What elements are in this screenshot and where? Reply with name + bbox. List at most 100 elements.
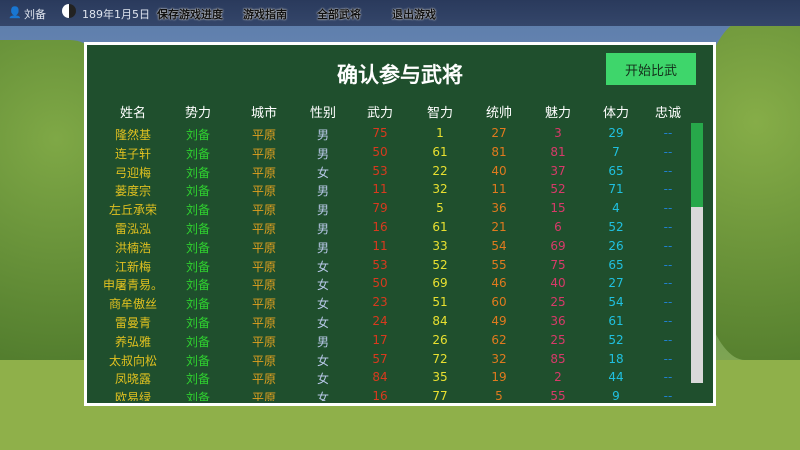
cell-intellect: 61 xyxy=(432,220,448,234)
table-row[interactable]: 弓迎梅 刘备 平原 女 53 22 40 37 65 -- xyxy=(87,164,687,182)
cell-command: 5 xyxy=(495,389,503,401)
cell-name: 弓迎梅 xyxy=(114,165,151,180)
scrollbar[interactable] xyxy=(691,123,703,383)
cell-city: 平原 xyxy=(251,165,276,180)
cell-command: 62 xyxy=(491,332,507,347)
cell-charm: 36 xyxy=(550,314,566,328)
cell-gender: 女 xyxy=(316,165,329,180)
cell-faction: 刘备 xyxy=(185,203,210,218)
cell-charm: 15 xyxy=(550,201,566,216)
cell-gender: 男 xyxy=(316,203,329,218)
table-row[interactable]: 申屠青易。 刘备 平原 女 50 69 46 40 27 -- xyxy=(87,276,687,294)
cell-intellect: 52 xyxy=(432,257,448,272)
table-row[interactable]: 凤晓露 刘备 平原 女 84 35 19 2 44 -- xyxy=(87,370,687,388)
generals-table: 隆然基 刘备 平原男 75 1 27 3 29 -- 连子轩 刘备 平原男 50 61 81 81 7 -- 弓迎梅… xyxy=(87,123,687,401)
cell-gender: 男 xyxy=(316,184,329,199)
table-row[interactable]: 商牟傲丝 刘备 平原 女 23 51 60 25 54 -- xyxy=(87,295,687,313)
cell-intellect: 72 xyxy=(432,351,448,366)
cell-stamina: 71 xyxy=(608,182,624,197)
column-header-command: 统帅 xyxy=(485,106,512,121)
table-row[interactable]: 雷泓泓 刘备 平原 男 16 61 21 6 52 -- xyxy=(87,220,687,238)
cell-loyalty: -- xyxy=(663,314,673,328)
cell-charm: 75 xyxy=(550,257,566,272)
cell-charm: 25 xyxy=(550,295,566,310)
cell-intellect: 32 xyxy=(432,182,448,197)
cell-name: 左丘承荣 xyxy=(108,203,157,218)
table-row[interactable]: 雷曼青 刘备 平原 女 24 84 49 36 61 -- xyxy=(87,314,687,332)
cell-stamina: 44 xyxy=(608,370,624,385)
cell-charm: 25 xyxy=(550,332,566,347)
cell-command: 55 xyxy=(491,257,507,272)
table-row[interactable]: 太叔向松 刘备 平原 女 57 72 32 85 18 -- xyxy=(87,352,687,370)
cell-gender: 女 xyxy=(316,259,329,274)
cell-name: 蒌度宗 xyxy=(114,184,151,199)
cell-city: 平原 xyxy=(251,146,276,161)
cell-command: 32 xyxy=(491,351,507,366)
cell-gender: 女 xyxy=(316,372,329,387)
column-header-city: 城市 xyxy=(250,106,277,121)
cell-name: 申屠青易。 xyxy=(102,278,163,293)
cell-intellect: 26 xyxy=(432,332,448,347)
cell-command: 19 xyxy=(491,370,507,385)
player-avatar-icon: 👤 xyxy=(8,6,22,19)
cell-intellect: 51 xyxy=(432,295,448,310)
cell-city: 平原 xyxy=(251,203,276,218)
table-row[interactable]: 欧易绿 刘备 平原女 16 77 5 55 9 -- xyxy=(87,389,687,401)
cell-force: 16 xyxy=(372,220,388,234)
table-row[interactable]: 连子轩 刘备 平原 男 50 61 81 81 7 -- xyxy=(87,145,687,163)
cell-charm: 69 xyxy=(550,238,566,253)
cell-stamina: 61 xyxy=(608,314,624,328)
cell-stamina: 4 xyxy=(612,201,620,216)
table-row[interactable]: 左丘承荣 刘备 平原 男 79 5 36 15 4 -- xyxy=(87,201,687,219)
exit-game-button[interactable]: 退出游戏 xyxy=(392,8,436,21)
cell-force: 79 xyxy=(372,201,388,216)
scrollbar-thumb[interactable] xyxy=(691,123,703,207)
cell-city: 平原 xyxy=(251,259,276,274)
cell-faction: 刘备 xyxy=(185,353,210,368)
cell-command: 11 xyxy=(491,182,507,197)
table-row[interactable]: 养弘雅 刘备 平原 男 17 26 62 25 52 -- xyxy=(87,333,687,351)
cell-gender: 女 xyxy=(316,316,329,330)
cell-stamina: 65 xyxy=(608,257,624,272)
cell-loyalty: -- xyxy=(663,351,673,366)
cell-charm: 52 xyxy=(550,182,566,197)
start-tournament-button[interactable]: 开始比武 xyxy=(606,53,696,85)
cell-gender: 女 xyxy=(316,353,329,368)
cell-loyalty: -- xyxy=(663,257,673,272)
cell-name: 雷泓泓 xyxy=(114,222,151,236)
cell-intellect: 22 xyxy=(432,163,448,178)
cell-force: 53 xyxy=(372,257,388,272)
cell-city: 平原 xyxy=(251,353,276,368)
cell-force: 17 xyxy=(372,332,388,347)
cell-command: 36 xyxy=(491,201,507,216)
cell-loyalty: -- xyxy=(663,389,673,401)
top-bar: 👤 刘备 189年1月5日 保存游戏进度 游戏指南 全部武将 退出游戏 xyxy=(0,0,800,26)
cell-name: 连子轩 xyxy=(114,146,151,161)
table-row[interactable]: 隆然基 刘备 平原 男 75 1 27 3 29 -- xyxy=(87,126,687,144)
cell-charm: 85 xyxy=(550,351,566,366)
cell-command: 81 xyxy=(491,144,507,159)
cell-intellect: 69 xyxy=(432,276,448,291)
all-generals-button[interactable]: 全部武将 xyxy=(317,8,361,21)
cell-loyalty: -- xyxy=(663,220,673,234)
table-row[interactable]: 洪楠浩 刘备 平原 男 11 33 54 69 26 -- xyxy=(87,239,687,257)
cell-faction: 刘备 xyxy=(185,146,210,161)
cell-force: 50 xyxy=(372,144,388,159)
cell-name: 养弘雅 xyxy=(114,334,151,349)
game-guide-button[interactable]: 游戏指南 xyxy=(243,8,287,21)
cell-stamina: 65 xyxy=(608,163,624,178)
cell-gender: 男 xyxy=(316,128,329,142)
cell-loyalty: -- xyxy=(663,332,673,347)
table-row[interactable]: 江新梅 刘备 平原 女 53 52 55 75 65 -- xyxy=(87,258,687,276)
cell-name: 商牟傲丝 xyxy=(108,297,157,312)
table-row[interactable]: 蒌度宗 刘备 平原 男 11 32 11 52 71 -- xyxy=(87,182,687,200)
cell-gender: 女 xyxy=(316,278,329,293)
cell-faction: 刘备 xyxy=(185,240,210,255)
cell-loyalty: -- xyxy=(663,201,673,216)
column-header-stamina: 体力 xyxy=(602,106,629,121)
save-game-button[interactable]: 保存游戏进度 xyxy=(157,8,223,21)
column-header-loyalty: 忠诚 xyxy=(654,106,681,121)
cell-intellect: 5 xyxy=(436,201,444,216)
cell-gender: 女 xyxy=(316,297,329,312)
column-header-gender: 性别 xyxy=(309,106,336,121)
